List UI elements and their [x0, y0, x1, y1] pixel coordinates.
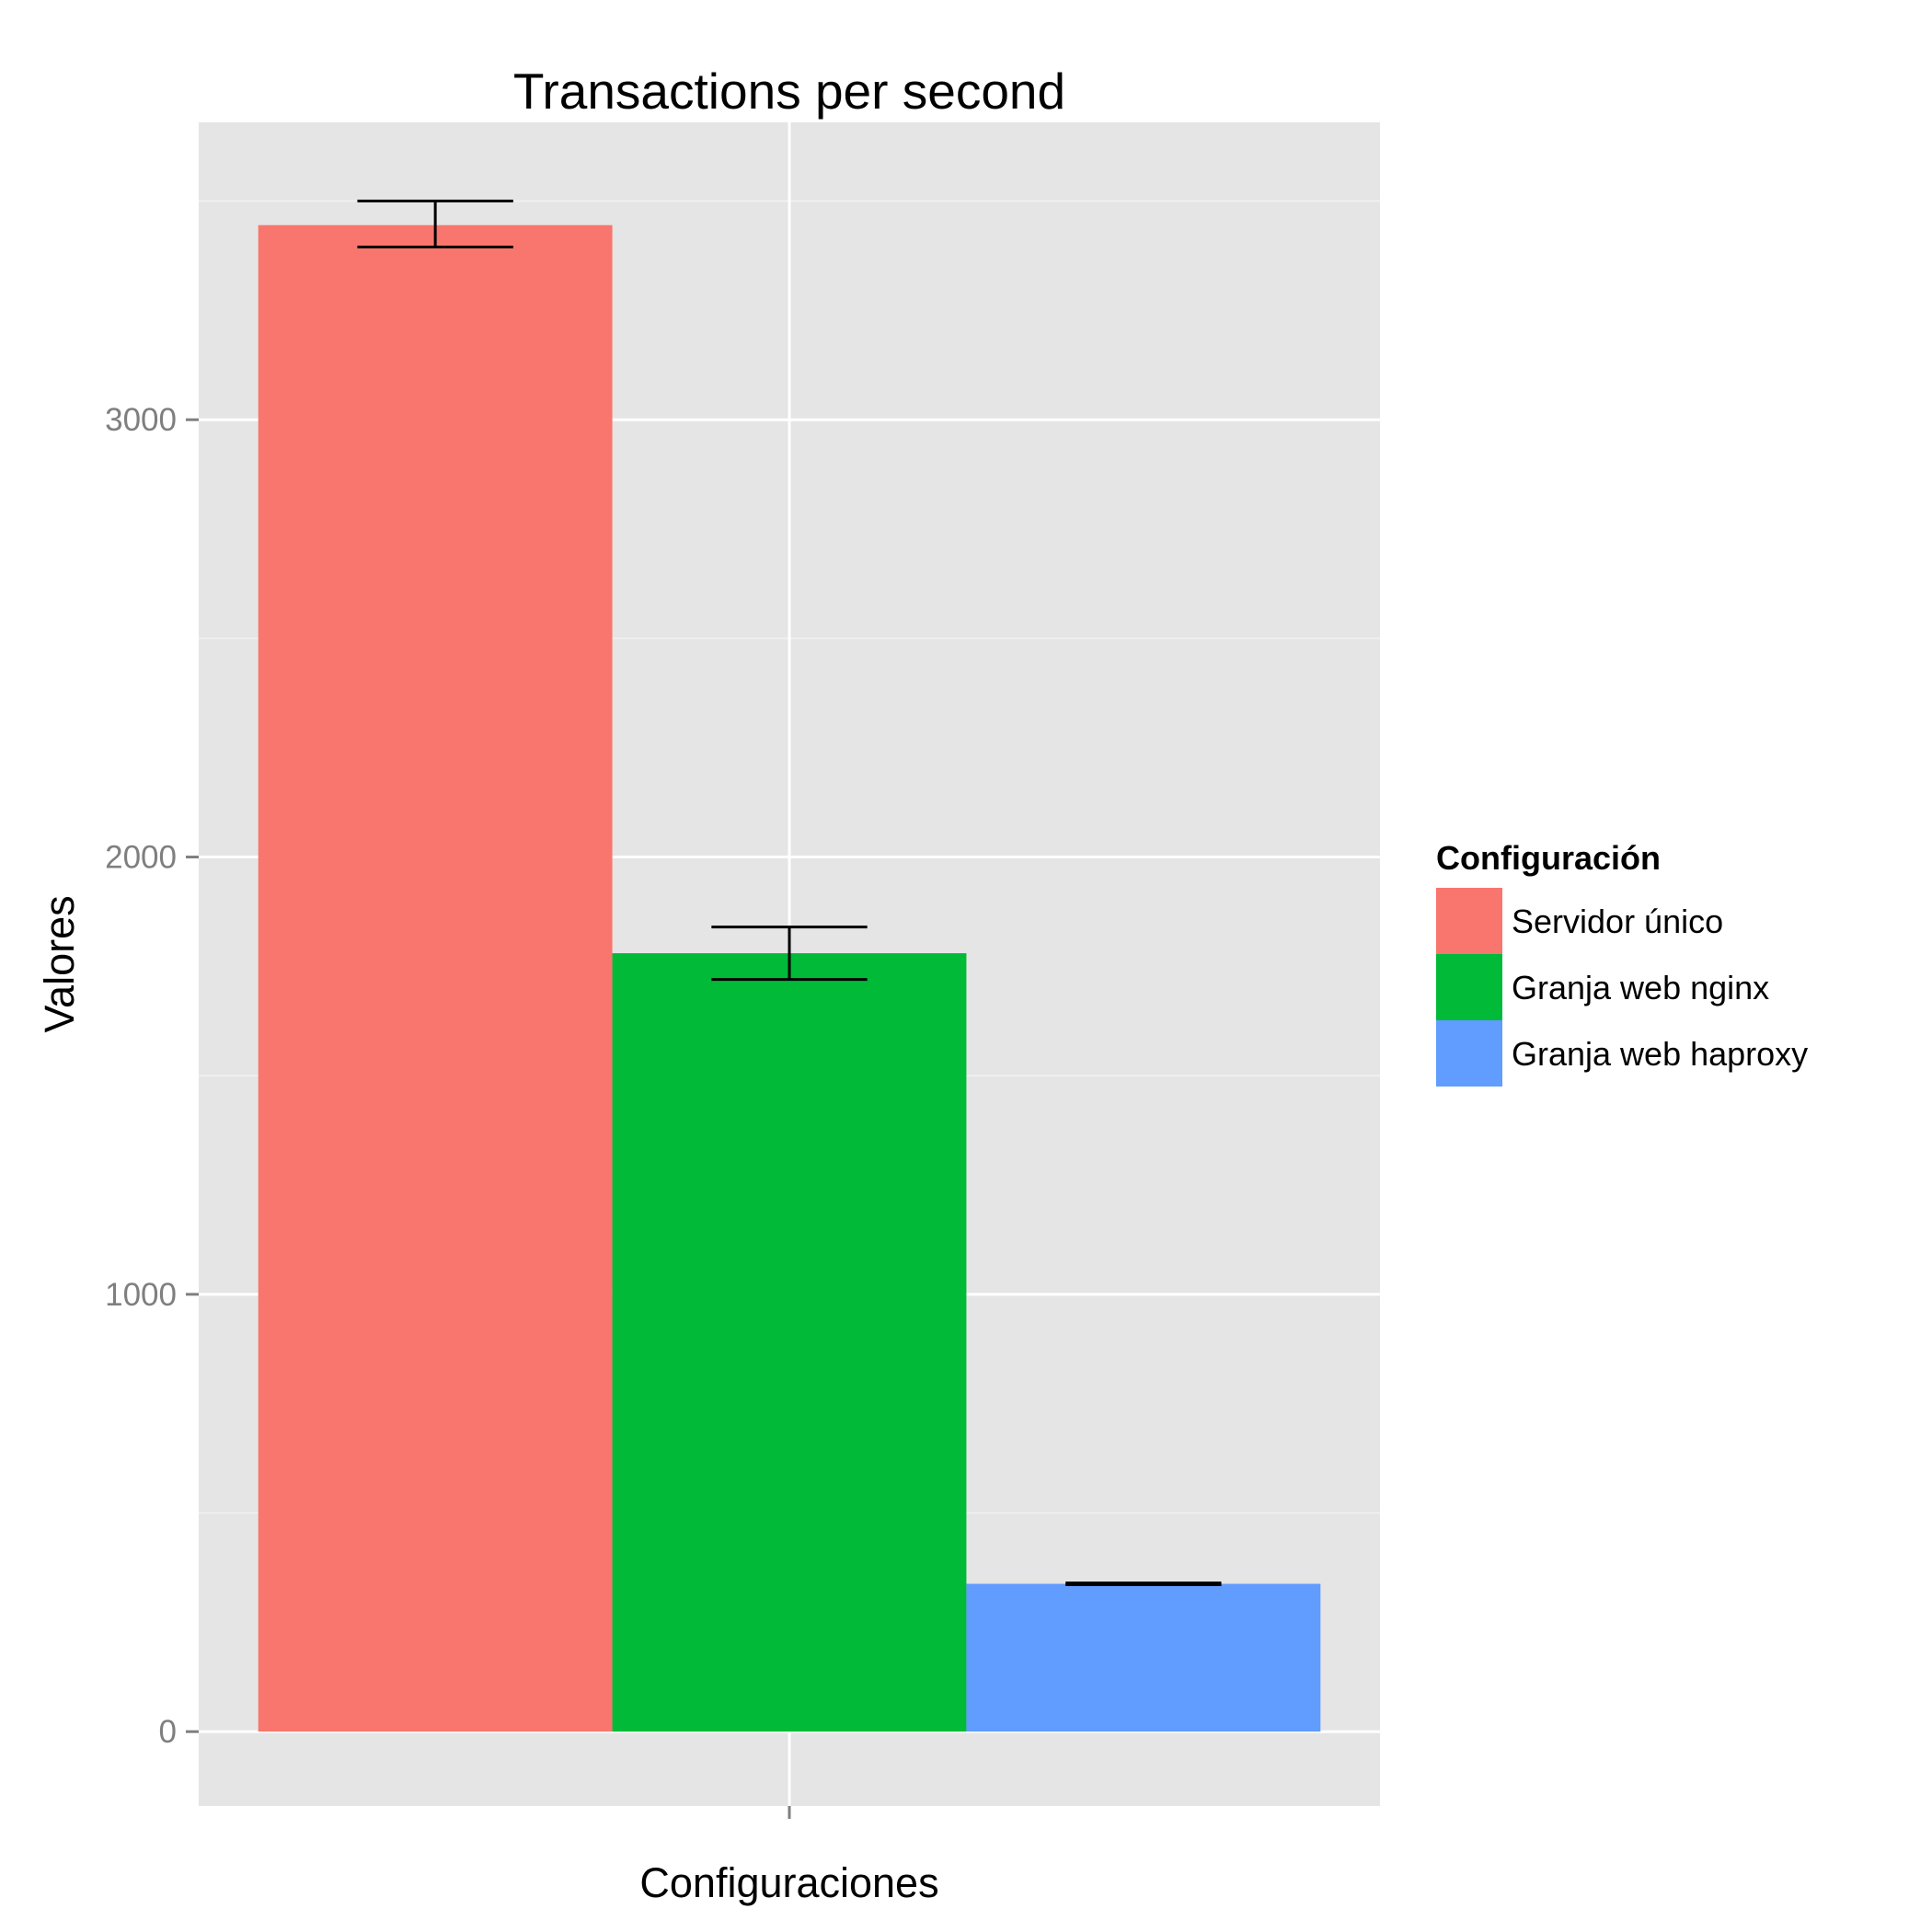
y-tick-label: 3000	[105, 402, 177, 438]
legend-key-servidor-unico	[1436, 888, 1502, 954]
errorbar-layer	[357, 200, 1222, 1586]
y-axis-label: Valores	[36, 895, 83, 1032]
y-tick-label: 1000	[105, 1277, 177, 1313]
legend-key-granja-web-haproxy	[1436, 1020, 1502, 1087]
chart-title: Transactions per second	[513, 63, 1065, 120]
y-tick-label: 2000	[105, 840, 177, 876]
axis-layer: 0 1000 2000 3000	[105, 402, 791, 1819]
legend-key-granja-web-nginx	[1436, 954, 1502, 1020]
y-tick-label: 0	[159, 1714, 177, 1750]
bar-granja-web-haproxy	[966, 1583, 1321, 1732]
bar-granja-web-nginx	[612, 953, 967, 1732]
x-axis-label: Configuraciones	[639, 1859, 938, 1906]
legend-label-servidor-unico: Servidor único	[1512, 903, 1723, 940]
bar-servidor-unico	[258, 224, 613, 1732]
legend-label-granja-web-nginx: Granja web nginx	[1512, 969, 1769, 1006]
legend-title: Configuración	[1436, 839, 1661, 877]
bars-layer	[258, 224, 1321, 1732]
legend-label-granja-web-haproxy: Granja web haproxy	[1512, 1035, 1808, 1073]
legend: Configuración Servidor único Granja web …	[1436, 839, 1808, 1087]
